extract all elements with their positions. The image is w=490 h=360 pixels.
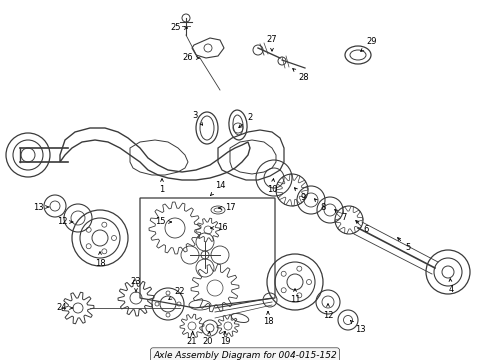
Text: 14: 14	[211, 181, 225, 195]
Text: 23: 23	[131, 278, 141, 292]
Text: 12: 12	[323, 304, 333, 320]
Text: Axle Assembly Diagram for 004-015-152: Axle Assembly Diagram for 004-015-152	[153, 351, 337, 360]
Text: 13: 13	[350, 320, 366, 334]
Text: 13: 13	[33, 202, 49, 211]
Text: 5: 5	[397, 238, 411, 252]
Text: 17: 17	[219, 203, 235, 212]
Text: 24: 24	[57, 303, 73, 312]
Text: 18: 18	[263, 311, 273, 327]
Text: 29: 29	[361, 37, 377, 51]
Text: 8: 8	[315, 199, 326, 212]
Text: 26: 26	[183, 54, 199, 63]
Text: 4: 4	[448, 279, 454, 294]
Text: 28: 28	[293, 69, 309, 82]
Text: 11: 11	[290, 289, 300, 305]
Text: 2: 2	[239, 113, 253, 127]
Text: 1: 1	[159, 179, 165, 194]
Text: 27: 27	[267, 36, 277, 51]
Text: 22: 22	[169, 288, 185, 300]
Text: 15: 15	[155, 217, 172, 226]
Text: 12: 12	[57, 217, 73, 226]
Text: 25: 25	[171, 23, 187, 32]
Text: 19: 19	[220, 332, 230, 346]
Text: 9: 9	[294, 188, 306, 202]
Text: 10: 10	[267, 179, 277, 194]
Text: 6: 6	[356, 221, 368, 234]
Text: 20: 20	[203, 332, 213, 346]
Text: 16: 16	[211, 224, 227, 233]
Text: 18: 18	[95, 252, 105, 267]
Text: 21: 21	[187, 332, 197, 346]
Text: 3: 3	[192, 112, 203, 125]
Text: 7: 7	[335, 210, 347, 222]
